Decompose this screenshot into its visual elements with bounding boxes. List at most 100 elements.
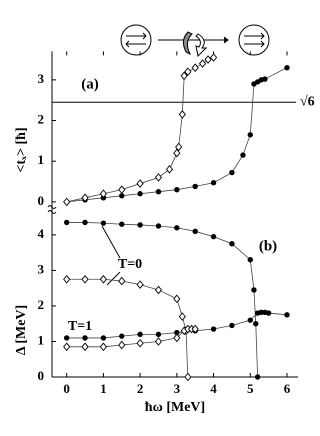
- data-point: [154, 285, 163, 295]
- data-point: [63, 274, 71, 284]
- data-point: [99, 189, 107, 199]
- data-point: [119, 193, 125, 199]
- data-point: [155, 331, 162, 338]
- data-point: [284, 312, 290, 318]
- y-axis-label: <tₓ> [ħ]: [14, 127, 29, 172]
- y-tick-label: 4: [38, 226, 45, 241]
- data-point: [191, 63, 199, 72]
- data-point: [137, 331, 143, 338]
- data-point: [204, 55, 212, 64]
- panel-label: (b): [259, 238, 277, 254]
- data-point: [81, 274, 89, 284]
- data-point: [174, 225, 180, 231]
- y-tick-label: 2: [38, 297, 45, 312]
- data-point: [251, 287, 257, 293]
- data-point: [174, 329, 180, 336]
- data-point: [247, 132, 253, 138]
- x-tick-label: 2: [137, 381, 144, 396]
- data-point: [155, 189, 162, 195]
- series-line: [66, 67, 288, 203]
- data-point: [191, 324, 199, 334]
- data-point: [229, 169, 235, 176]
- data-point: [99, 342, 107, 352]
- x-tick-label: 6: [284, 381, 291, 396]
- data-point: [155, 223, 162, 229]
- data-point: [63, 197, 71, 207]
- annotation: T=0: [118, 257, 142, 272]
- annotation: T=1: [68, 319, 92, 334]
- data-point: [118, 340, 126, 350]
- data-point: [192, 228, 198, 235]
- reference-label: √6: [300, 94, 315, 109]
- y-tick-label: 0: [38, 368, 45, 383]
- x-axis-label: ħω [MeV]: [145, 400, 205, 415]
- x-tick-label: 4: [210, 381, 217, 396]
- data-point: [262, 76, 268, 82]
- data-point: [137, 222, 143, 228]
- data-point: [254, 374, 261, 380]
- y-tick-label: 1: [38, 332, 45, 347]
- data-point: [81, 342, 89, 352]
- data-point: [100, 220, 107, 226]
- data-point: [136, 179, 144, 188]
- data-point: [173, 294, 181, 304]
- data-point: [247, 317, 253, 323]
- data-point: [81, 193, 89, 203]
- data-point: [265, 310, 272, 316]
- data-point: [210, 326, 217, 332]
- panel-label: (a): [81, 76, 99, 92]
- data-point: [118, 185, 126, 194]
- schematic: [120, 24, 270, 58]
- series-line: [66, 222, 259, 378]
- data-point: [165, 165, 174, 174]
- series-line: [66, 278, 189, 378]
- data-point: [119, 221, 125, 227]
- data-point: [136, 280, 144, 289]
- y-tick-label: 1: [38, 152, 45, 167]
- data-point: [154, 173, 163, 182]
- data-point: [209, 53, 218, 62]
- data-point: [154, 337, 163, 346]
- y-tick-label: 3: [38, 71, 45, 86]
- data-point: [99, 274, 107, 284]
- data-point: [137, 191, 143, 197]
- data-point: [63, 219, 70, 226]
- data-point: [118, 276, 126, 286]
- y-tick-label: 0: [38, 193, 45, 208]
- data-point: [174, 186, 180, 193]
- data-point: [192, 183, 198, 190]
- data-point: [82, 335, 88, 341]
- y-tick-label: 3: [38, 261, 45, 276]
- y-axis-label: Δ [MeV]: [14, 305, 29, 355]
- data-point: [210, 180, 217, 186]
- data-point: [100, 335, 107, 341]
- data-point: [247, 257, 253, 263]
- data-point: [173, 333, 181, 343]
- data-point: [180, 71, 188, 81]
- data-point: [184, 372, 192, 382]
- data-point: [175, 142, 183, 152]
- x-tick-label: 1: [100, 381, 107, 396]
- data-point: [229, 241, 235, 247]
- data-point: [178, 110, 186, 119]
- data-point: [229, 322, 235, 329]
- data-point: [284, 64, 290, 71]
- data-point: [119, 333, 125, 339]
- data-point: [184, 67, 192, 77]
- data-point: [173, 148, 181, 158]
- x-tick-label: 5: [247, 381, 254, 396]
- t-arrows: [101, 225, 121, 286]
- data-point: [63, 342, 71, 352]
- data-point: [240, 152, 246, 158]
- data-point: [178, 312, 186, 321]
- data-point: [198, 59, 207, 68]
- data-point: [210, 233, 217, 240]
- data-point: [63, 335, 70, 341]
- x-tick-label: 3: [174, 381, 181, 396]
- data-point: [82, 219, 88, 226]
- x-tick-label: 0: [63, 381, 70, 396]
- data-point: [253, 321, 259, 327]
- data-point: [136, 338, 144, 348]
- y-tick-label: 2: [38, 112, 45, 127]
